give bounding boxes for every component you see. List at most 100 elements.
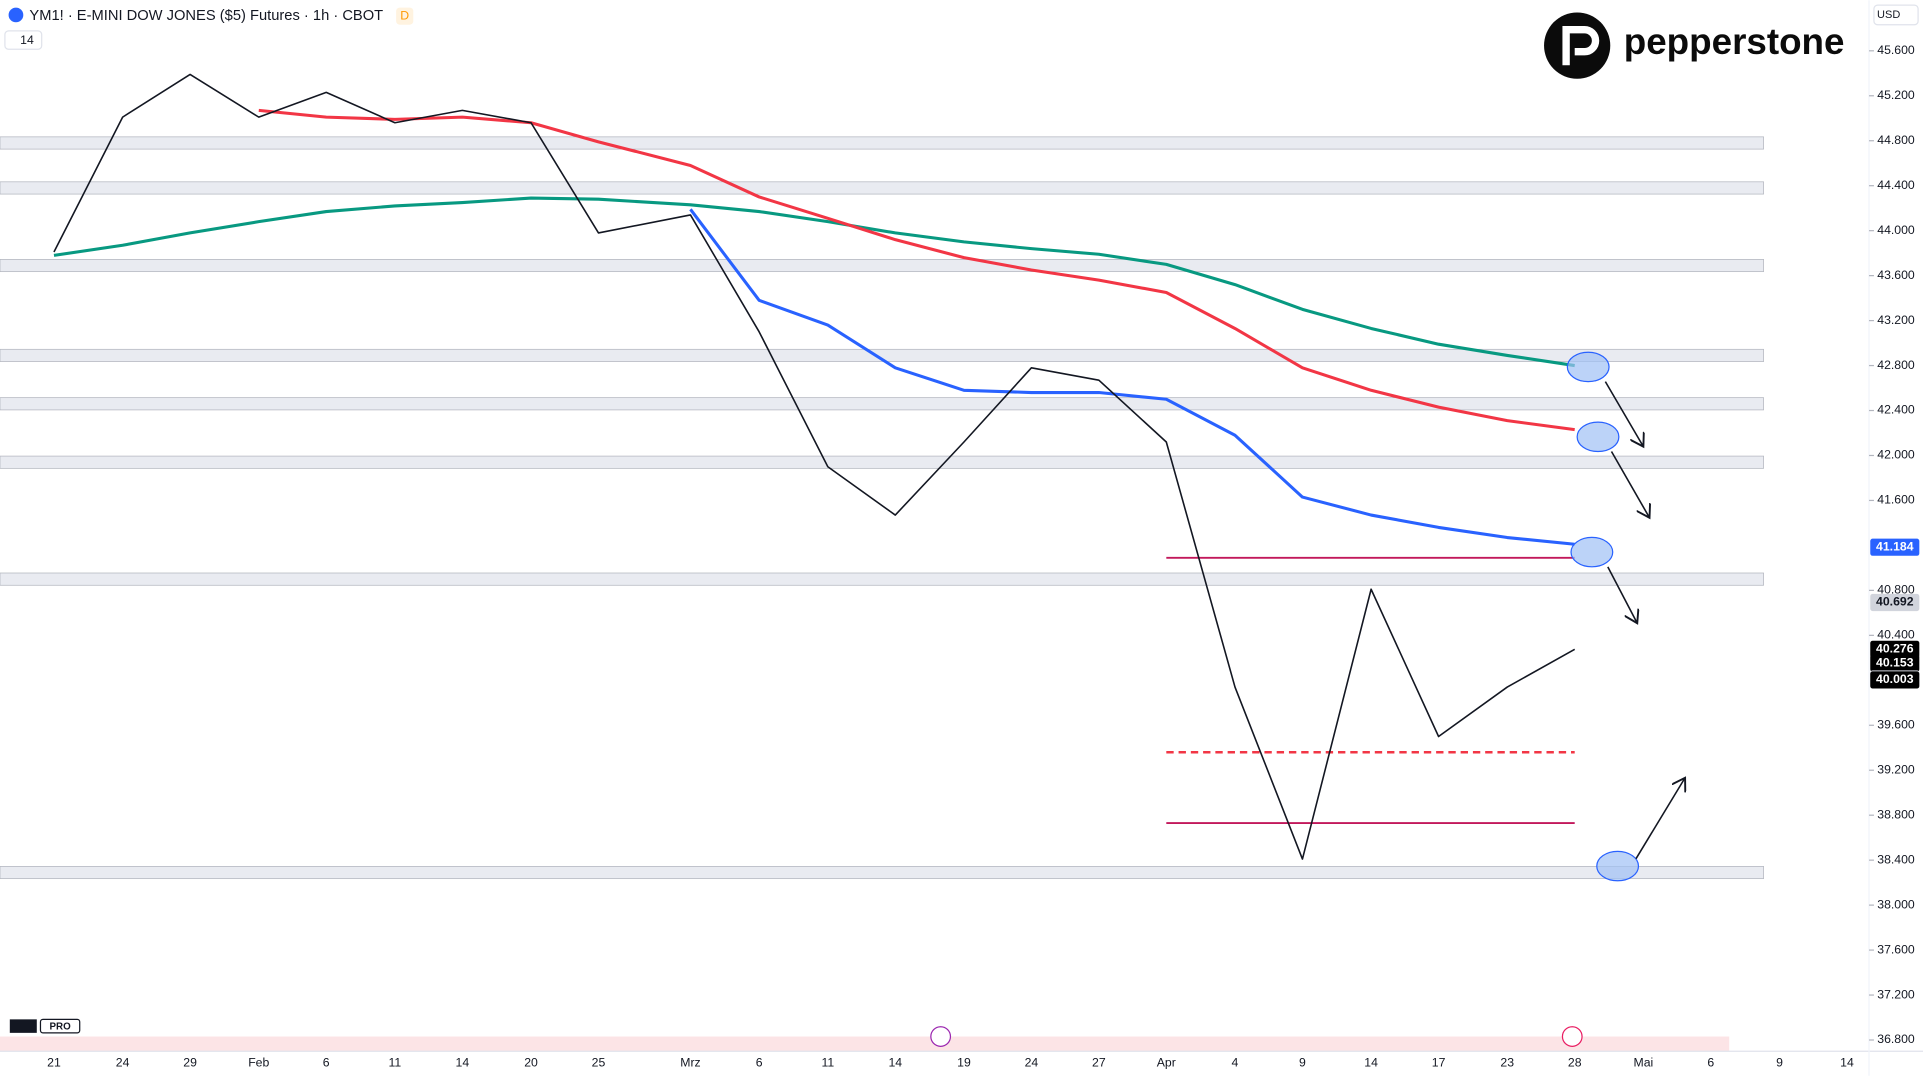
price-tag bbox=[1870, 654, 1920, 672]
y-tick-label: 43.200 bbox=[1877, 313, 1915, 327]
y-tick-label: 40.400 bbox=[1877, 628, 1915, 642]
x-tick-label: 23 bbox=[1500, 1056, 1514, 1070]
x-tick-label: 6 bbox=[756, 1056, 763, 1070]
x-tick-label: 24 bbox=[1025, 1056, 1039, 1070]
y-tick-label: 42.400 bbox=[1877, 403, 1915, 417]
input-box[interactable] bbox=[4, 30, 43, 50]
x-tick-label: 14 bbox=[1364, 1056, 1378, 1070]
session-band bbox=[0, 1036, 1730, 1052]
level-zone bbox=[0, 572, 1764, 586]
highlight-circle bbox=[1566, 351, 1610, 383]
y-tick-label: 38.800 bbox=[1877, 807, 1915, 821]
level-zone bbox=[0, 455, 1764, 469]
badge: D bbox=[400, 8, 409, 22]
y-tick-label: 44.800 bbox=[1877, 133, 1915, 147]
x-tick-label: 21 bbox=[47, 1056, 61, 1070]
x-tick-label: Mai bbox=[1634, 1056, 1654, 1070]
x-tick-label: 14 bbox=[888, 1056, 902, 1070]
x-tick-label: 6 bbox=[323, 1056, 330, 1070]
y-tick-label: 37.200 bbox=[1877, 987, 1915, 1001]
x-tick-label: Feb bbox=[248, 1056, 269, 1070]
price-tag-label: 40.276 bbox=[1876, 642, 1914, 656]
level-zone bbox=[0, 397, 1764, 411]
plan-badge-box bbox=[39, 1018, 81, 1034]
y-tick-label: 41.600 bbox=[1877, 493, 1915, 507]
event-icon[interactable] bbox=[1561, 1026, 1583, 1047]
level-zone bbox=[0, 259, 1764, 273]
y-tick-label: 40.800 bbox=[1877, 583, 1915, 597]
currency-box[interactable] bbox=[1873, 4, 1919, 26]
arrow bbox=[1610, 451, 1649, 518]
x-tick-label: 20 bbox=[524, 1056, 538, 1070]
x-tick-label: 29 bbox=[183, 1056, 197, 1070]
y-tick-label: 44.000 bbox=[1877, 223, 1915, 237]
zone-layer bbox=[0, 136, 1764, 880]
price-tag bbox=[1870, 593, 1920, 612]
axis-layer: 45.600 45.200 44.800 44.400 44.000 43.600 43.2… bbox=[47, 43, 1920, 1070]
price-tag-label: 41.184 bbox=[1876, 539, 1914, 553]
event-icon[interactable] bbox=[930, 1026, 952, 1047]
x-tick-label: 11 bbox=[389, 1056, 402, 1070]
x-tick-label: Apr bbox=[1157, 1056, 1176, 1070]
series-line bbox=[53, 196, 1575, 368]
x-tick-label: 17 bbox=[1432, 1056, 1446, 1070]
currency[interactable]: USD bbox=[1877, 9, 1900, 21]
x-tick-label: 4 bbox=[1232, 1056, 1239, 1070]
x-tick-label: 19 bbox=[957, 1056, 971, 1070]
x-tick-label: Mrz bbox=[680, 1056, 700, 1070]
level-zone bbox=[0, 866, 1764, 880]
x-tick-label: 14 bbox=[456, 1056, 470, 1070]
level-zone bbox=[0, 181, 1764, 195]
price-tag bbox=[1870, 671, 1920, 689]
brand-name: pepperstone bbox=[1624, 21, 1845, 62]
chart-title: YM1! · E-MINI DOW JONES ($5) Futures · 1… bbox=[29, 8, 383, 24]
brand-logo bbox=[1544, 12, 1611, 79]
y-tick-label: 45.600 bbox=[1877, 43, 1915, 57]
brand-logo-mark bbox=[1562, 25, 1600, 66]
y-tick-label: 39.600 bbox=[1877, 717, 1915, 731]
input-value[interactable]: 14 bbox=[20, 33, 34, 47]
series-line bbox=[53, 73, 1576, 860]
tv-logo bbox=[9, 1019, 37, 1033]
x-tick-label: 24 bbox=[116, 1056, 130, 1070]
symbol-icon bbox=[8, 7, 24, 23]
level-zone bbox=[0, 136, 1764, 150]
line-layer bbox=[53, 73, 1576, 860]
x-tick-label: 27 bbox=[1092, 1056, 1106, 1070]
y-tick-label: 42.800 bbox=[1877, 358, 1915, 372]
y-tick-label: 38.400 bbox=[1877, 852, 1915, 866]
price-tag bbox=[1870, 640, 1920, 658]
y-tick-label: 43.600 bbox=[1877, 268, 1915, 282]
y-tick-label: 45.200 bbox=[1877, 88, 1915, 102]
y-tick-label: 36.800 bbox=[1877, 1032, 1915, 1046]
highlight-circle bbox=[1570, 536, 1614, 568]
x-tick-label: 25 bbox=[592, 1056, 606, 1070]
x-tick-label: 9 bbox=[1299, 1056, 1306, 1070]
series-line bbox=[258, 108, 1575, 432]
price-tag-label: 40.153 bbox=[1876, 655, 1914, 669]
badge-bg bbox=[396, 7, 414, 25]
x-tick-label: 9 bbox=[1776, 1056, 1783, 1070]
highlight-circle bbox=[1596, 850, 1640, 882]
plan-badge: PRO bbox=[49, 1021, 71, 1032]
x-tick-label: 6 bbox=[1707, 1056, 1714, 1070]
price-tag-label: 40.003 bbox=[1876, 672, 1914, 686]
price-tag-label: 40.692 bbox=[1876, 595, 1914, 609]
y-tick-label: 42.000 bbox=[1877, 448, 1915, 462]
arrow bbox=[1604, 381, 1643, 447]
annotations bbox=[1566, 351, 1685, 882]
y-tick-label: 37.600 bbox=[1877, 942, 1915, 956]
price-tag bbox=[1870, 538, 1920, 556]
arrow bbox=[1635, 778, 1685, 860]
y-tick-label: 38.000 bbox=[1877, 897, 1915, 911]
x-tick-label: 14 bbox=[1840, 1056, 1854, 1070]
y-tick-label: 44.400 bbox=[1877, 178, 1915, 192]
highlight-circle bbox=[1576, 421, 1620, 453]
x-tick-label: 11 bbox=[821, 1056, 834, 1070]
x-tick-label: 28 bbox=[1568, 1056, 1582, 1070]
arrow bbox=[1607, 566, 1637, 623]
series-line bbox=[689, 208, 1575, 546]
